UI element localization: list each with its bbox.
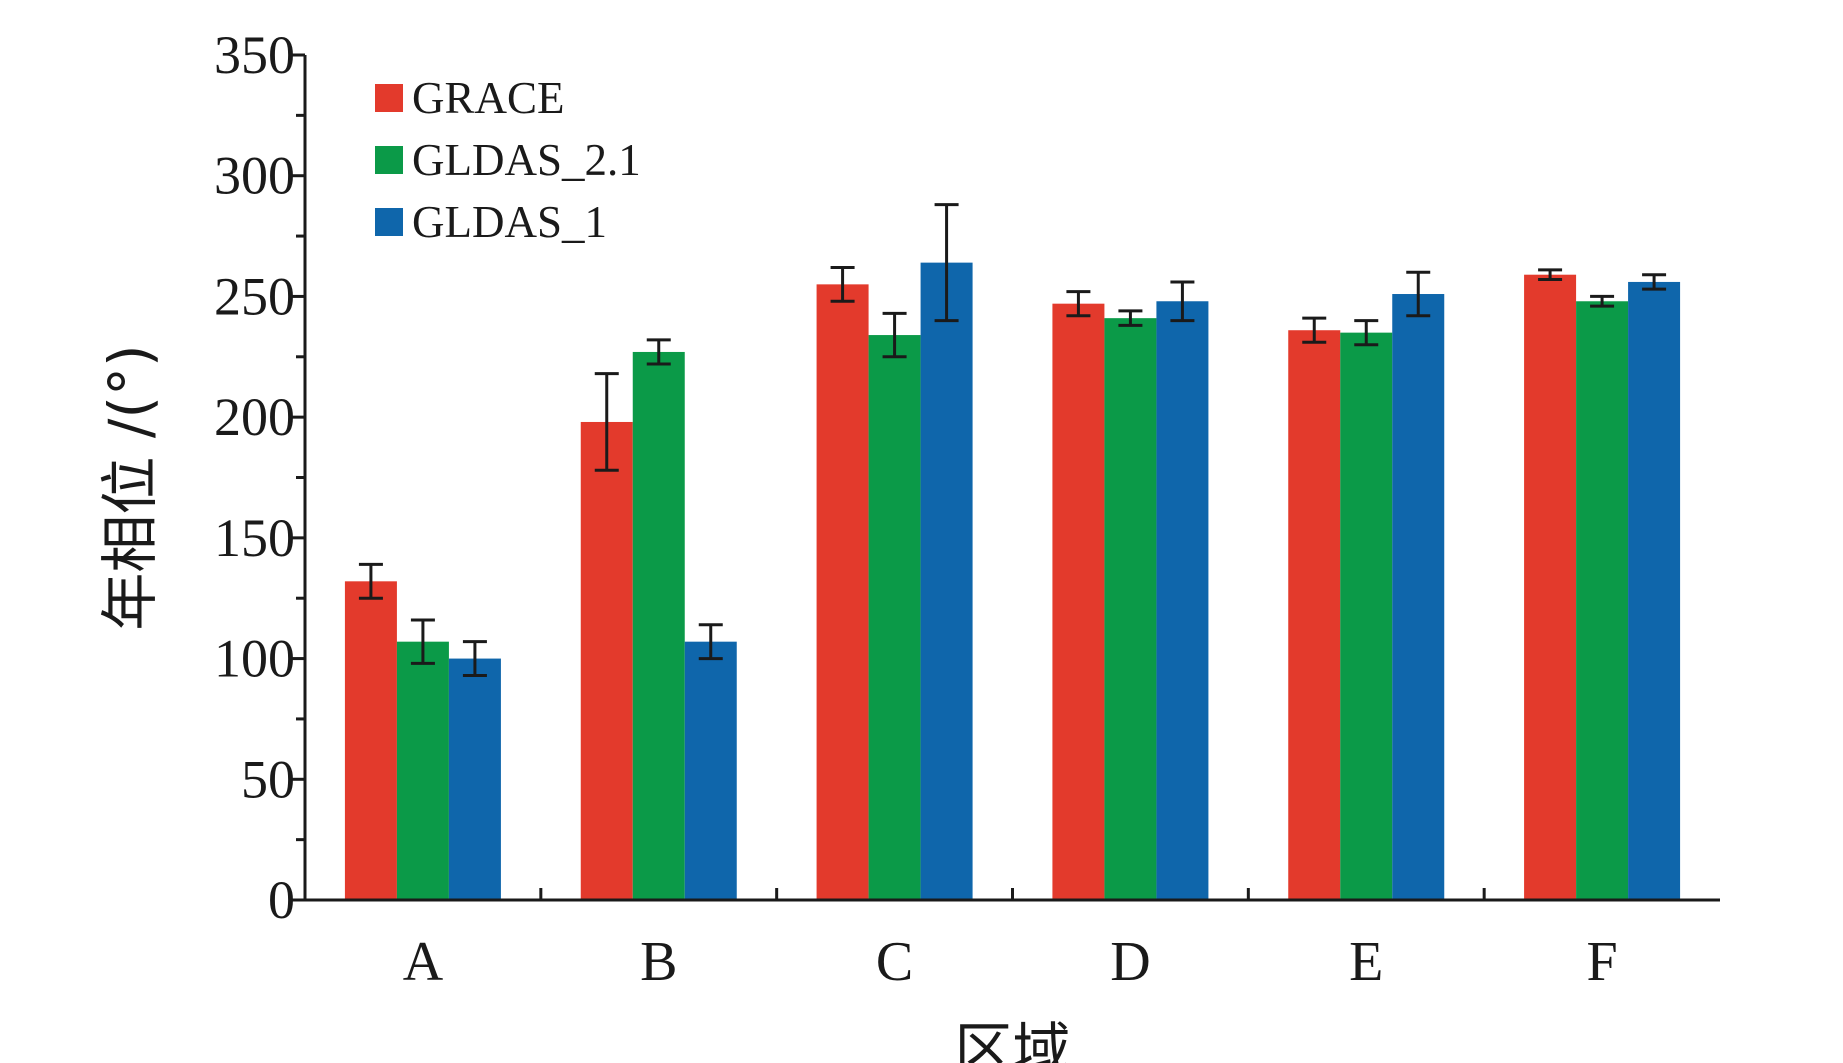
legend-swatch xyxy=(375,146,403,174)
bar xyxy=(396,641,449,900)
bars-layer xyxy=(344,262,1681,901)
y-ticks: 0 50 100 150 200 250 300 350 xyxy=(214,25,305,930)
legend-label: GRACE xyxy=(412,73,565,123)
bar xyxy=(1340,332,1393,901)
bar xyxy=(1392,294,1445,900)
bar xyxy=(684,641,737,900)
bar xyxy=(868,335,921,900)
x-ticks: A B C D E F xyxy=(403,888,1618,993)
x-tick-label: D xyxy=(1110,931,1150,993)
x-tick-label: A xyxy=(403,931,444,993)
x-tick-label: C xyxy=(876,931,913,993)
bar xyxy=(1628,281,1681,900)
x-tick-label: B xyxy=(640,931,677,993)
bar xyxy=(580,421,633,900)
bar xyxy=(448,658,501,900)
bar xyxy=(816,284,869,900)
bar xyxy=(1576,301,1629,900)
error-bars-layer xyxy=(358,203,1667,677)
bar xyxy=(632,351,685,900)
x-tick-label: E xyxy=(1349,931,1383,993)
bar xyxy=(1104,318,1157,901)
legend-swatch xyxy=(375,84,403,112)
y-tick-label: 100 xyxy=(214,629,295,689)
bar xyxy=(920,262,973,901)
legend-swatch xyxy=(375,208,403,236)
y-tick-label: 350 xyxy=(214,25,295,85)
y-tick-label: 200 xyxy=(214,387,295,447)
x-axis-label: 区域 xyxy=(954,1016,1070,1063)
bar xyxy=(1524,274,1577,900)
bar xyxy=(344,581,397,900)
y-tick-label: 250 xyxy=(214,266,295,326)
bar xyxy=(1052,303,1105,901)
y-tick-label: 150 xyxy=(214,508,295,568)
legend-label: GLDAS_1 xyxy=(412,197,607,247)
y-tick-label: 50 xyxy=(241,749,295,809)
bar xyxy=(1288,330,1341,900)
y-tick-label: 300 xyxy=(214,146,295,206)
bar xyxy=(1156,301,1209,900)
y-axis-label: 年相位 /(°) xyxy=(96,344,164,630)
legend: GRACE GLDAS_2.1 GLDAS_1 xyxy=(375,73,641,247)
x-tick-label: F xyxy=(1587,931,1618,993)
y-tick-label: 0 xyxy=(268,870,295,930)
legend-label: GLDAS_2.1 xyxy=(412,135,641,185)
